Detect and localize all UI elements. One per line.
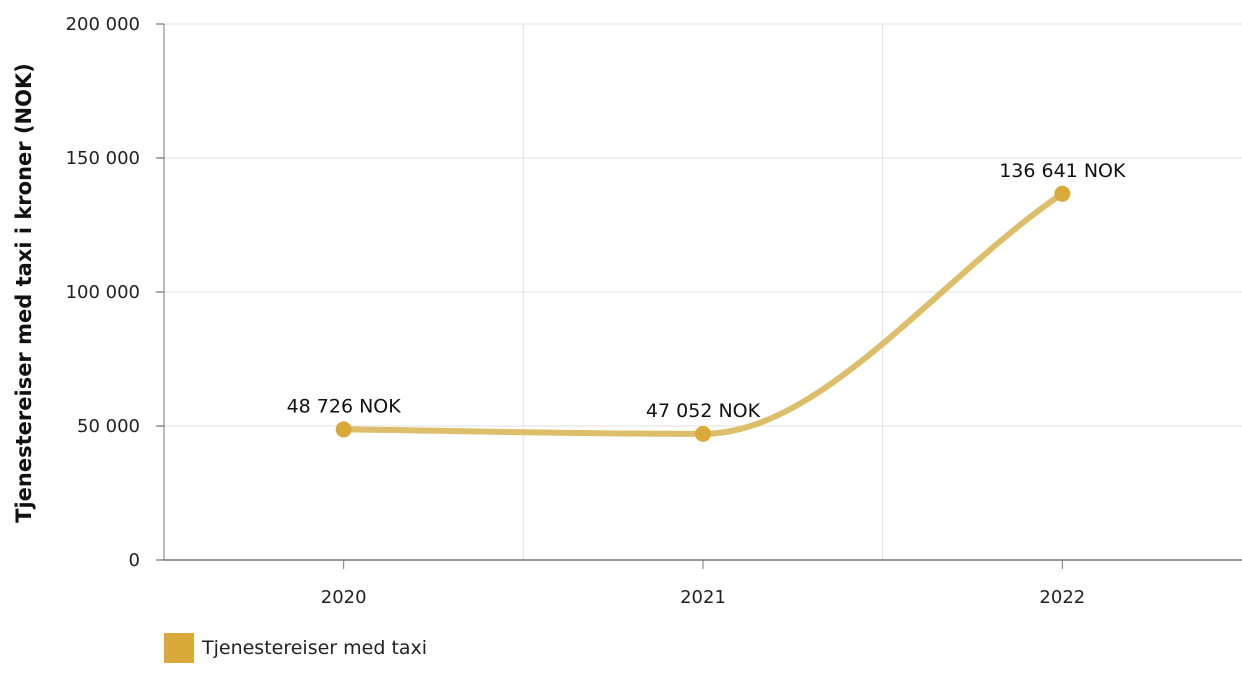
- series: [335, 185, 1071, 442]
- data-labels: 48 726 NOK 47 052 NOK 136 641 NOK: [287, 160, 1126, 422]
- y-tick-label: 100 000: [66, 282, 140, 303]
- data-point: [695, 425, 711, 442]
- data-point: [1054, 185, 1071, 202]
- y-tick-label: 200 000: [66, 14, 140, 35]
- y-tick-label: 150 000: [66, 148, 140, 169]
- x-tick-label: 2021: [680, 587, 726, 608]
- data-label: 48 726 NOK: [287, 395, 402, 417]
- grid: [164, 23, 1242, 560]
- x-tick-label: 2022: [1039, 587, 1085, 608]
- x-tick-label: 2020: [321, 587, 367, 608]
- legend[interactable]: Tjenestereiser med taxi: [164, 633, 427, 663]
- x-axis-ticks: 2020 2021 2022: [321, 560, 1085, 608]
- data-label: 47 052 NOK: [646, 400, 761, 422]
- series-line: [340, 190, 1066, 437]
- data-label: 136 641 NOK: [999, 160, 1126, 182]
- y-axis-ticks: 0 50 000 100 000 150 000 200 000: [66, 14, 164, 571]
- y-axis-title: Tjenestereiser med taxi i kroner (NOK): [12, 63, 36, 523]
- data-point: [335, 421, 352, 438]
- legend-swatch: [164, 633, 194, 663]
- y-tick-label: 0: [129, 550, 140, 571]
- y-tick-label: 50 000: [77, 416, 140, 437]
- legend-label-series: Tjenestereiser med taxi: [202, 637, 428, 659]
